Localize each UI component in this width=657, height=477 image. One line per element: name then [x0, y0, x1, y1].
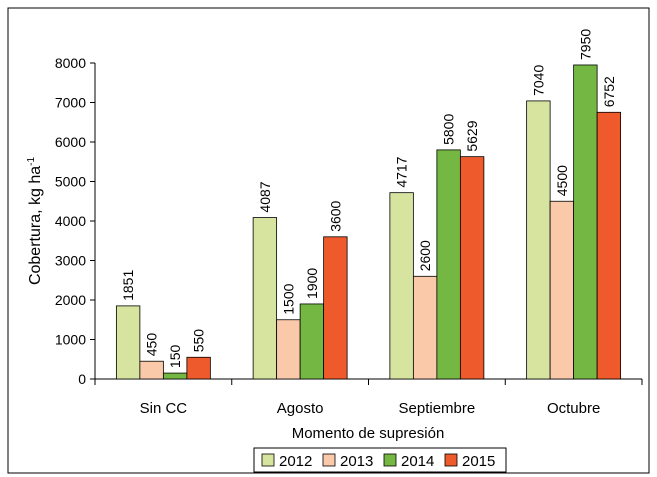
bar-2012-1: [252, 217, 278, 380]
y-tick-label: 8000: [55, 55, 86, 71]
bar-2015-3: [596, 111, 622, 380]
y-axis-title-main: Cobertura, kg ha: [27, 166, 44, 285]
data-label: 4087: [257, 181, 273, 212]
y-tick-label: 7000: [55, 95, 86, 111]
legend-frame: [253, 447, 507, 473]
bar-2014-1: [299, 303, 325, 380]
x-category-label: Sin CC: [140, 400, 188, 417]
data-label: 5629: [464, 120, 480, 151]
legend-label-2014: 2014: [401, 453, 434, 470]
y-axis-title-superscript: -1: [26, 157, 37, 166]
bar-2013-1: [276, 319, 301, 380]
bar-2015-0: [186, 356, 211, 380]
data-label: 150: [167, 345, 183, 369]
data-label: 3600: [327, 200, 343, 231]
x-category-label: Septiembre: [399, 400, 476, 417]
data-label: 1851: [120, 270, 136, 301]
y-tick-label: 2000: [55, 292, 86, 308]
legend-swatch-2012: [261, 453, 275, 467]
x-axis-ticks: Sin CC Agosto Septiembre Octubre: [94, 379, 643, 417]
y-tick-label: 1000: [55, 332, 86, 348]
legend-label-2013: 2013: [340, 453, 373, 470]
bar-2015-1: [323, 236, 348, 380]
data-label: 4717: [394, 156, 410, 187]
y-tick-label: 6000: [55, 134, 86, 150]
data-label: 4500: [554, 165, 570, 196]
legend-swatch-2015: [444, 453, 458, 467]
bar-2013-3: [549, 200, 575, 380]
y-axis-title: Cobertura, kg ha-1: [26, 157, 44, 286]
bar-2014-3: [573, 64, 598, 380]
data-label: 7040: [530, 65, 546, 96]
y-tick-label: 0: [78, 371, 86, 387]
x-axis-title: Momento de supresión: [292, 425, 445, 442]
bar-2012-3: [526, 100, 551, 380]
data-label: 6752: [601, 76, 617, 107]
bar-2014-2: [436, 149, 461, 380]
y-tick-label: 3000: [55, 253, 86, 269]
data-label: 1900: [304, 268, 320, 299]
bar-2013-2: [412, 275, 438, 380]
data-label: 5800: [441, 114, 457, 145]
data-label: 2600: [417, 240, 433, 271]
data-label: 450: [144, 333, 160, 357]
legend-label-2012: 2012: [279, 453, 312, 470]
bar-2012-2: [389, 192, 414, 380]
bar-2012-0: [115, 305, 141, 380]
data-label: 1500: [280, 283, 296, 314]
data-label: 550: [191, 329, 207, 353]
legend-swatch-2014: [383, 453, 397, 467]
y-tick-label: 5000: [55, 174, 86, 190]
bar-2014-0: [162, 372, 188, 380]
y-tick-label: 4000: [55, 213, 86, 229]
legend-swatch-2013: [322, 453, 336, 467]
bar-2013-0: [139, 360, 164, 380]
x-category-label: Octubre: [547, 400, 600, 417]
legend-label-2015: 2015: [462, 453, 495, 470]
bars-group: 1851 4087 4717 7040 450 1500 2600 4500 150 1900 58…: [115, 29, 622, 380]
y-axis-ticks: 0 1000 2000 3000 4000 5000 6000 7000 8000: [55, 55, 95, 387]
data-label: 7950: [577, 29, 593, 60]
bar-2015-2: [459, 156, 485, 380]
x-category-label: Agosto: [277, 400, 324, 417]
legend: 2012 2013 2014 2015: [253, 447, 507, 473]
